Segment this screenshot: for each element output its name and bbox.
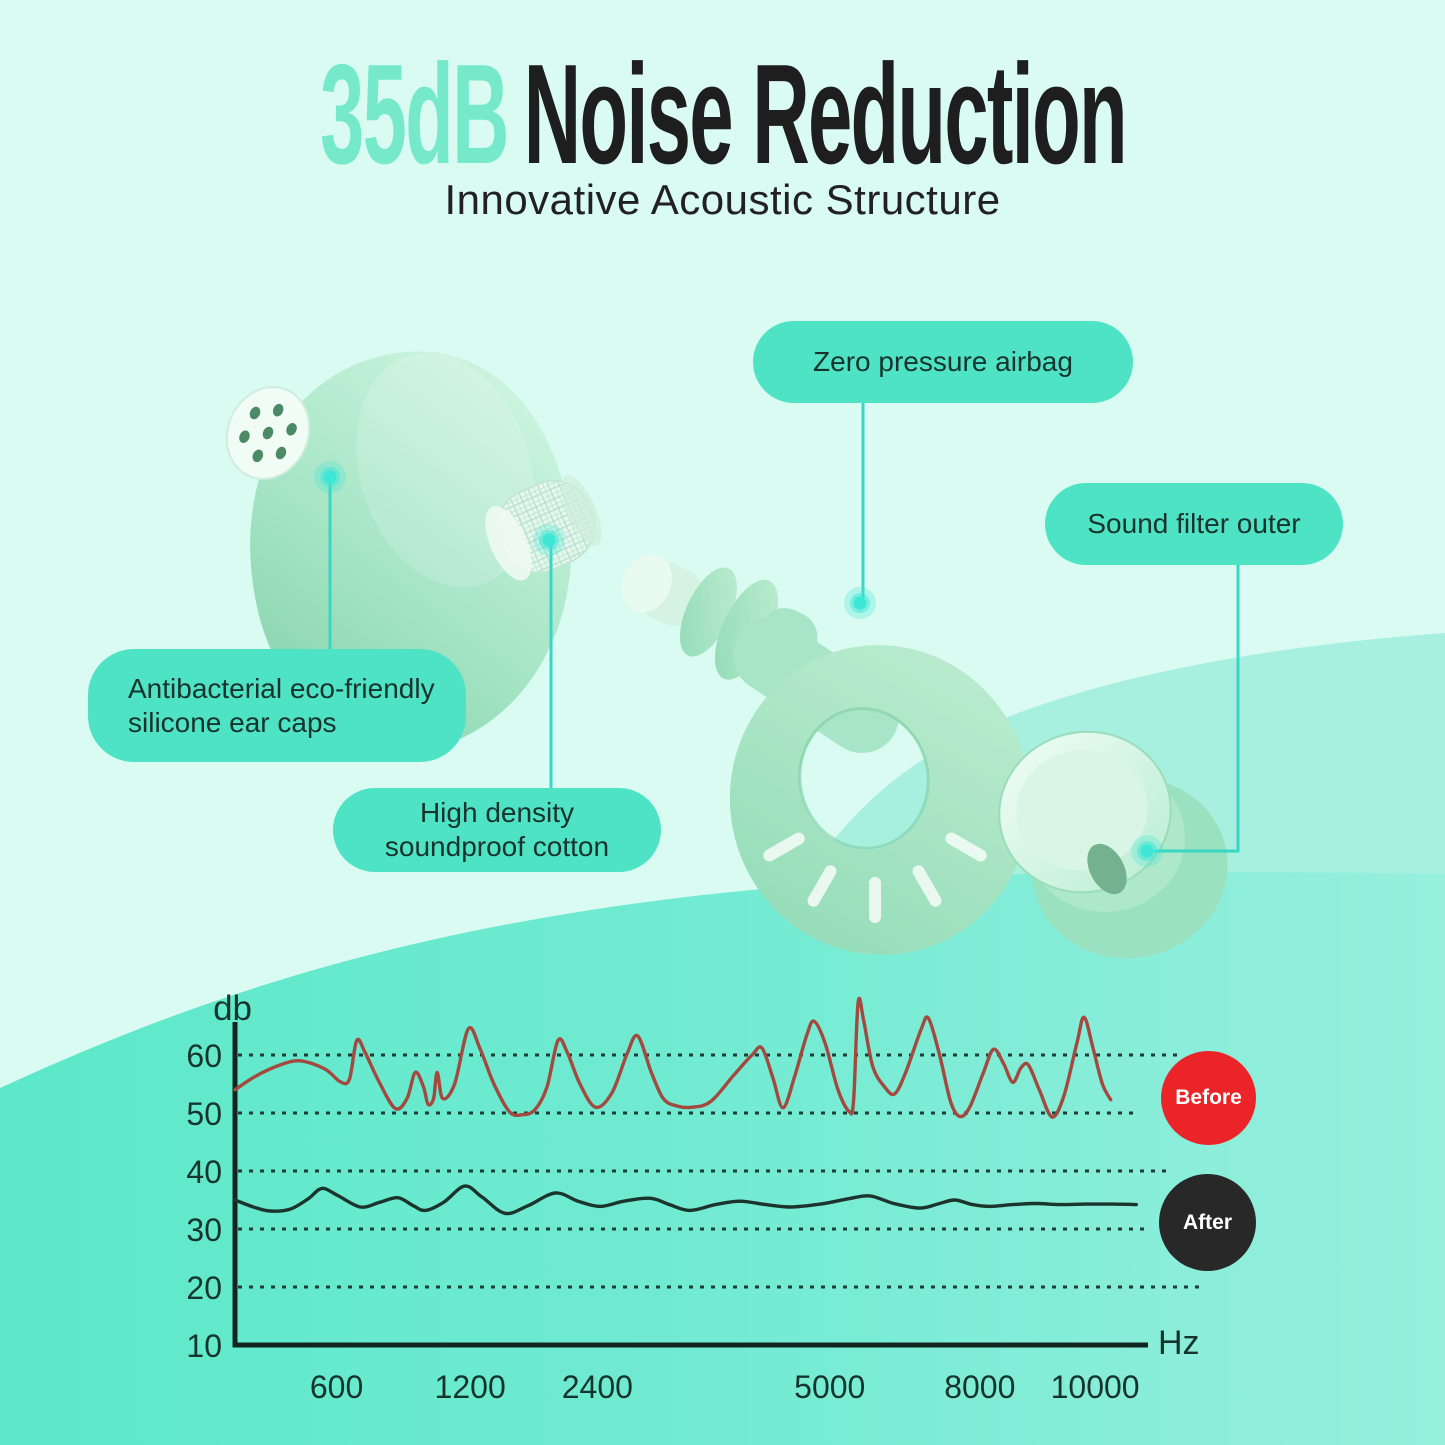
y-tick-label-50: 50 [186,1096,222,1132]
y-tick-label-40: 40 [186,1154,222,1190]
filter-hole [1087,843,1127,895]
ear-cap-perforation [225,386,311,480]
ring-vents [763,832,987,923]
callout-sound-filter-outer: Sound filter outer [1045,483,1343,565]
dot-filter [1131,835,1163,867]
x-tick-label-10000: 10000 [1051,1369,1140,1405]
callout-connectors [328,402,1240,853]
legend-label-before: Before [1175,1086,1242,1109]
cotton-illustration [485,475,602,581]
title-rest: Noise Reduction [523,35,1127,194]
x-axis-label: Hz [1158,1324,1200,1362]
x-tick-label-600: 600 [310,1369,363,1405]
ear-cap-illustration [225,351,572,751]
callout-label-line2: silicone ear caps [128,706,337,738]
series-line-after [233,1184,1138,1216]
x-tick-label-1200: 1200 [435,1369,506,1405]
earplug-body-illustration [621,554,1031,955]
dot-ear-cap [314,461,346,493]
callout-label: Zero pressure airbag [813,346,1073,378]
dot-cotton [533,524,565,556]
legend-badge-before: Before [1161,1051,1256,1145]
page-subtitle: Innovative Acoustic Structure [444,176,1001,223]
x-tick-label-2400: 2400 [562,1369,633,1405]
callout-soundproof-cotton: High density soundproof cotton [333,788,661,872]
connector-filter [1154,564,1240,853]
legend-badge-after: After [1159,1174,1256,1271]
dot-airbag [844,587,876,619]
x-tick-label-8000: 8000 [944,1369,1015,1405]
bottom-wave [0,872,1445,1445]
y-tick-label-20: 20 [186,1270,222,1306]
series-line-before [233,996,1113,1119]
callout-label-line1: Antibacterial eco-friendly [128,672,435,704]
legend-label-after: After [1182,1210,1232,1234]
callout-zero-pressure-airbag: Zero pressure airbag [753,321,1133,403]
sound-filter-illustration [998,730,1228,959]
x-tick-label-5000: 5000 [794,1369,865,1405]
page-title: 35dB Noise Reduction [320,44,1128,186]
chart-axes [232,1022,1148,1348]
y-tick-label-30: 30 [186,1212,222,1248]
y-tick-label-10: 10 [186,1328,222,1364]
y-tick-label-60: 60 [186,1038,222,1074]
title-highlight: 35dB [319,35,509,194]
callout-silicone-ear-caps: Antibacterial eco-friendly silicone ear … [88,649,466,762]
callout-label-line2: soundproof cotton [384,831,610,862]
connector-dots [314,461,1163,867]
y-axis-label: db [213,989,252,1028]
callout-label-line1: High density [419,797,575,829]
callout-label: Sound filter outer [1087,508,1301,540]
